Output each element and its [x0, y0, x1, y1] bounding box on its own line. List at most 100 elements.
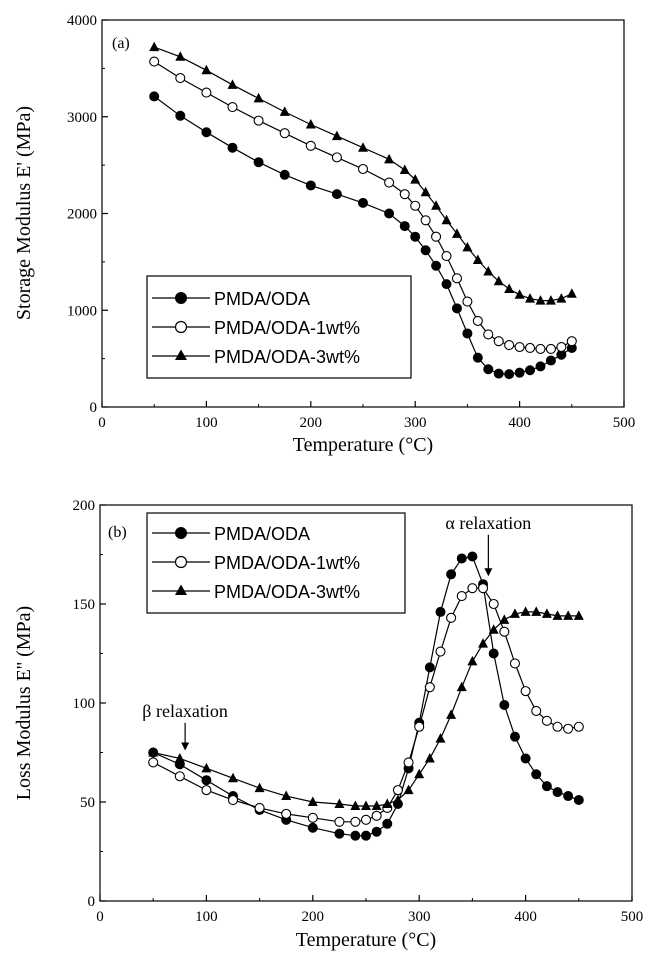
data-point: [509, 608, 520, 618]
y-tick-label: 4000: [67, 13, 97, 29]
data-point: [499, 699, 510, 710]
legend-b: PMDA/ODA PMDA/ODA-1wt% PMDA/ODA-3wt%: [146, 512, 406, 614]
data-point: [371, 826, 382, 837]
y-tick-label: 0: [90, 400, 98, 416]
data-point: [305, 140, 316, 151]
data-point: [462, 328, 473, 339]
data-point: [488, 598, 499, 610]
data-point: [446, 612, 457, 623]
data-point: [174, 771, 185, 782]
x-tick-label: 100: [195, 415, 218, 431]
data-point: [483, 364, 494, 375]
y-axis-title-b: Loss Modulus E'' (MPa): [13, 606, 35, 800]
y-tick-label: 100: [73, 696, 96, 712]
x-tick-label: 200: [302, 909, 325, 925]
series-group-a: [149, 41, 577, 380]
x-axis-title-b: Temperature (°C): [296, 929, 436, 951]
legend-marker-b-2: [175, 584, 187, 595]
data-point: [175, 110, 186, 121]
data-point: [531, 769, 542, 780]
data-point: [451, 228, 462, 238]
data-point: [403, 784, 414, 795]
data-point: [563, 723, 574, 734]
data-point: [334, 816, 345, 827]
data-point: [524, 342, 536, 354]
data-point: [520, 606, 531, 616]
data-point: [504, 369, 515, 380]
data-point: [175, 73, 186, 84]
data-point: [149, 56, 160, 67]
data-point: [399, 164, 410, 174]
x-axis-title-a: Temperature (°C): [293, 434, 433, 456]
data-point: [331, 152, 342, 163]
data-point: [420, 215, 431, 226]
legend-label-a-0: PMDA/ODA: [214, 289, 310, 309]
data-point: [478, 638, 489, 648]
data-point: [431, 231, 442, 242]
data-point: [305, 180, 316, 191]
series-3: [149, 41, 577, 305]
y-axis-ticks-b: 0 50 100 150 200: [73, 498, 106, 910]
data-point: [446, 709, 457, 719]
data-point: [472, 254, 483, 264]
data-point: [535, 295, 546, 305]
annotation-label: β relaxation: [142, 701, 228, 721]
panel-label-a: (a): [112, 35, 130, 52]
data-point: [253, 92, 264, 103]
data-point: [493, 336, 504, 347]
data-point: [531, 705, 542, 716]
legend-marker-a-2: [175, 349, 187, 360]
y-tick-label: 3000: [67, 110, 97, 126]
x-tick-label: 100: [195, 909, 218, 925]
data-point: [525, 293, 536, 303]
data-point: [201, 785, 212, 796]
data-point: [227, 794, 239, 806]
data-point: [435, 606, 446, 617]
data-point: [279, 128, 290, 139]
y-tick-label: 2000: [67, 207, 97, 223]
data-point: [399, 189, 410, 200]
data-point: [467, 583, 478, 594]
series-group-b: [148, 551, 584, 841]
data-point: [545, 355, 556, 366]
legend-box-b: [146, 512, 406, 614]
data-point: [456, 681, 467, 692]
panel-label-b: (b): [108, 524, 127, 541]
data-point: [488, 648, 499, 659]
data-point: [504, 340, 515, 351]
data-point: [361, 830, 371, 841]
data-point: [414, 768, 425, 779]
data-point: [520, 753, 531, 764]
data-point: [307, 796, 318, 806]
data-point: [392, 785, 403, 796]
data-point: [201, 127, 212, 138]
data-point: [552, 610, 563, 620]
legend-label-a-2: PMDA/ODA-3wt%: [214, 347, 360, 367]
data-point: [541, 715, 552, 726]
data-point: [357, 163, 369, 175]
data-point: [556, 293, 567, 303]
data-point: [573, 610, 584, 620]
y-tick-label: 200: [73, 498, 96, 514]
data-point: [201, 87, 212, 98]
data-point: [499, 614, 510, 624]
y-tick-label: 0: [88, 894, 96, 910]
data-point: [331, 130, 342, 141]
data-point: [279, 106, 290, 116]
data-point: [371, 810, 382, 821]
x-tick-label: 400: [508, 415, 531, 431]
data-point: [384, 208, 395, 219]
data-point: [201, 775, 212, 786]
data-point: [472, 315, 483, 326]
data-point: [514, 289, 525, 299]
data-point: [431, 260, 442, 271]
data-point: [462, 296, 473, 307]
data-point: [227, 79, 238, 89]
data-point: [410, 200, 421, 211]
data-point: [149, 91, 160, 102]
data-point: [467, 551, 478, 562]
legend-marker-a-0: [175, 292, 187, 304]
annotations-b: α relaxation β relaxation: [142, 513, 531, 751]
data-point: [573, 795, 584, 806]
